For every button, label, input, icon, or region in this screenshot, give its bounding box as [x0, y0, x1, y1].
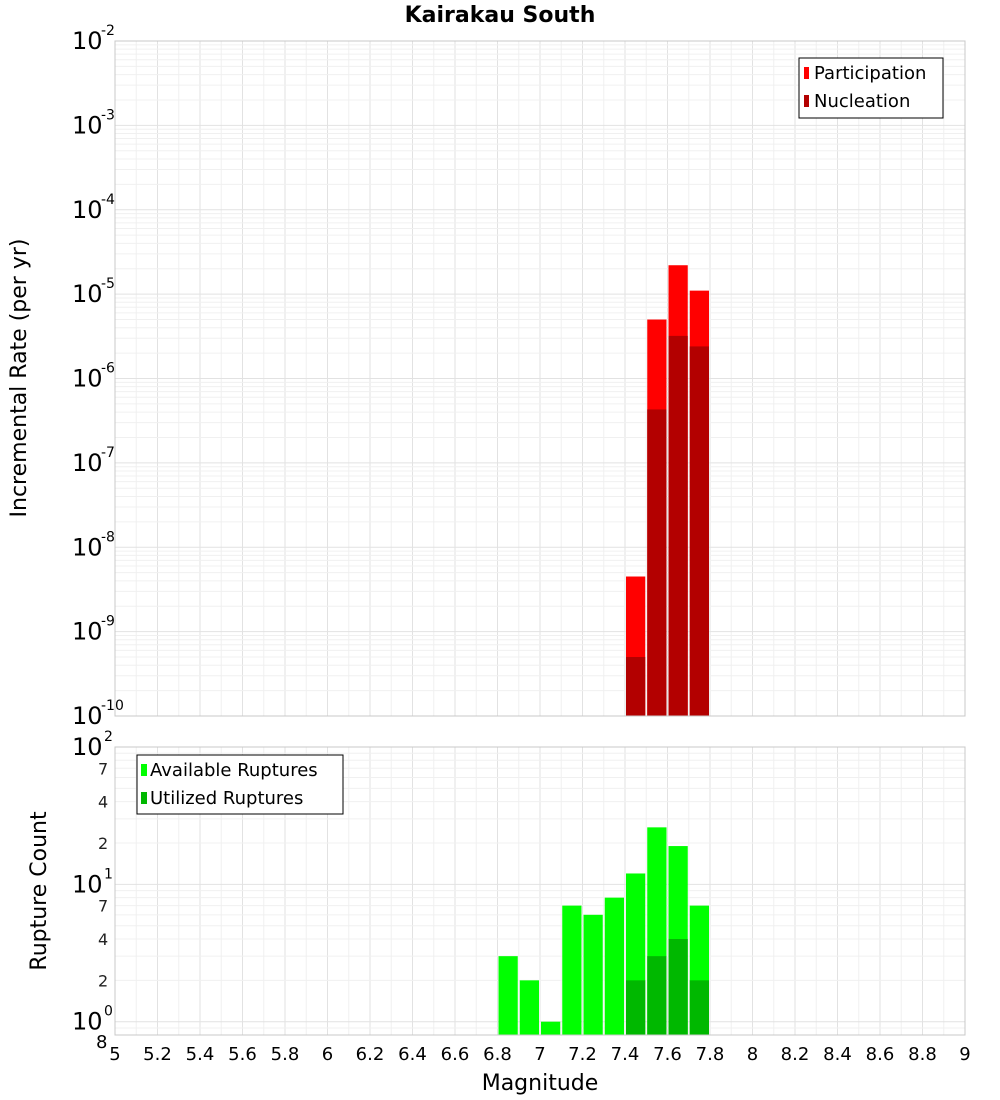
y-tick-exponent: -7	[101, 445, 115, 461]
y-minor-tick-label: 7	[98, 897, 108, 916]
x-tick-label: 7	[534, 1044, 545, 1065]
rate-bar-nucleation	[626, 657, 646, 716]
count-bar-utilized-ruptures	[689, 980, 709, 1035]
x-tick-label: 7.4	[611, 1044, 640, 1065]
legend-swatch-available	[141, 764, 147, 776]
count-bar-available-ruptures	[498, 956, 518, 1035]
y-tick-label: 10	[72, 618, 103, 646]
count-bar-available-ruptures	[604, 897, 624, 1035]
x-tick-label: 7.2	[568, 1044, 597, 1065]
rate-bar-nucleation	[647, 409, 667, 716]
y-tick-label: 10	[72, 533, 103, 561]
y-minor-tick-label: 2	[98, 971, 108, 990]
y-tick-exponent: -10	[101, 698, 124, 714]
x-tick-label: 6	[322, 1044, 333, 1065]
x-tick-label: 6.6	[441, 1044, 470, 1065]
legend-swatch-utilized	[141, 792, 147, 804]
count-bar-utilized-ruptures	[668, 939, 688, 1035]
x-axis-ticks: 5 5.2 5.4 5.6 5.8 6 6.2 6.4 6.6 6.8 7 7.2 7.4 7.6 7.8 8…	[109, 1044, 970, 1065]
y-minor-tick-label: 4	[98, 793, 108, 812]
rate-bar-nucleation	[668, 335, 688, 716]
legend-label-participation: Participation	[814, 63, 926, 84]
y-tick-label: 10	[72, 196, 103, 224]
x-tick-label: 8	[747, 1044, 758, 1065]
count-bar-available-ruptures	[562, 905, 582, 1035]
chart-title: Kairakau South	[405, 3, 596, 28]
y-tick-label: 10	[72, 1008, 103, 1036]
top-y-axis-label: Incremental Rate (per yr)	[7, 239, 32, 518]
y-minor-tick-label: 8	[96, 1032, 107, 1053]
x-tick-label: 8.4	[823, 1044, 852, 1065]
legend-label-nucleation: Nucleation	[814, 91, 910, 112]
x-tick-label: 8.6	[866, 1044, 895, 1065]
y-minor-tick-label: 2	[98, 834, 108, 853]
top-legend: Participation Nucleation	[798, 57, 944, 119]
x-axis-label: Magnitude	[482, 1071, 599, 1096]
y-tick-exponent: -4	[101, 192, 115, 208]
x-tick-label: 8.8	[908, 1044, 937, 1065]
legend-swatch-nucleation	[804, 95, 809, 107]
count-bar-available-ruptures	[541, 1021, 561, 1035]
x-tick-label: 5.6	[228, 1044, 257, 1065]
y-tick-exponent: -2	[101, 23, 115, 39]
y-tick-exponent: 1	[104, 866, 113, 882]
bottom-y-axis-label: Rupture Count	[27, 811, 52, 971]
y-tick-label: 10	[72, 733, 103, 761]
y-tick-exponent: -8	[101, 529, 115, 545]
x-tick-label: 5.4	[186, 1044, 215, 1065]
y-tick-exponent: -9	[101, 614, 115, 630]
y-tick-label: 10	[72, 702, 103, 730]
y-tick-exponent: 2	[104, 729, 113, 745]
y-minor-tick-label: 4	[98, 930, 108, 949]
top-y-axis-ticks: 10-210-310-410-510-610-710-810-910-10	[72, 23, 124, 730]
x-tick-label: 6.2	[356, 1044, 385, 1065]
x-tick-label: 9	[959, 1044, 970, 1065]
y-tick-label: 10	[72, 111, 103, 139]
y-tick-exponent: -6	[101, 361, 115, 377]
bottom-panel-bars	[498, 827, 709, 1035]
count-bar-utilized-ruptures	[647, 956, 667, 1035]
x-tick-label: 8.2	[781, 1044, 810, 1065]
count-bar-available-ruptures	[583, 914, 603, 1035]
x-tick-label: 7.6	[653, 1044, 682, 1065]
legend-swatch-participation	[804, 67, 809, 79]
top-plot-frame	[114, 40, 966, 717]
x-tick-label: 5.8	[271, 1044, 300, 1065]
y-tick-label: 10	[72, 280, 103, 308]
y-minor-tick-label: 7	[98, 759, 108, 778]
bottom-plot-frame	[114, 746, 966, 1036]
x-tick-label: 5	[109, 1044, 120, 1065]
legend-label-available: Available Ruptures	[150, 760, 318, 781]
count-bar-available-ruptures	[519, 980, 539, 1035]
y-tick-label: 10	[72, 365, 103, 393]
legend-label-utilized: Utilized Ruptures	[150, 788, 303, 809]
y-tick-label: 10	[72, 27, 103, 55]
top-panel-grid	[114, 40, 966, 717]
x-tick-label: 5.2	[143, 1044, 172, 1065]
bottom-legend: Available Ruptures Utilized Ruptures	[136, 754, 344, 815]
y-tick-exponent: 0	[104, 1004, 113, 1020]
count-bar-utilized-ruptures	[626, 980, 646, 1035]
top-panel-bars	[626, 265, 709, 716]
y-tick-exponent: -5	[101, 276, 115, 292]
y-tick-label: 10	[72, 870, 103, 898]
x-tick-label: 6.4	[398, 1044, 427, 1065]
y-tick-exponent: -3	[101, 107, 115, 123]
x-tick-label: 7.8	[696, 1044, 725, 1065]
x-tick-label: 6.8	[483, 1044, 512, 1065]
y-tick-label: 10	[72, 449, 103, 477]
rate-bar-nucleation	[689, 346, 709, 716]
